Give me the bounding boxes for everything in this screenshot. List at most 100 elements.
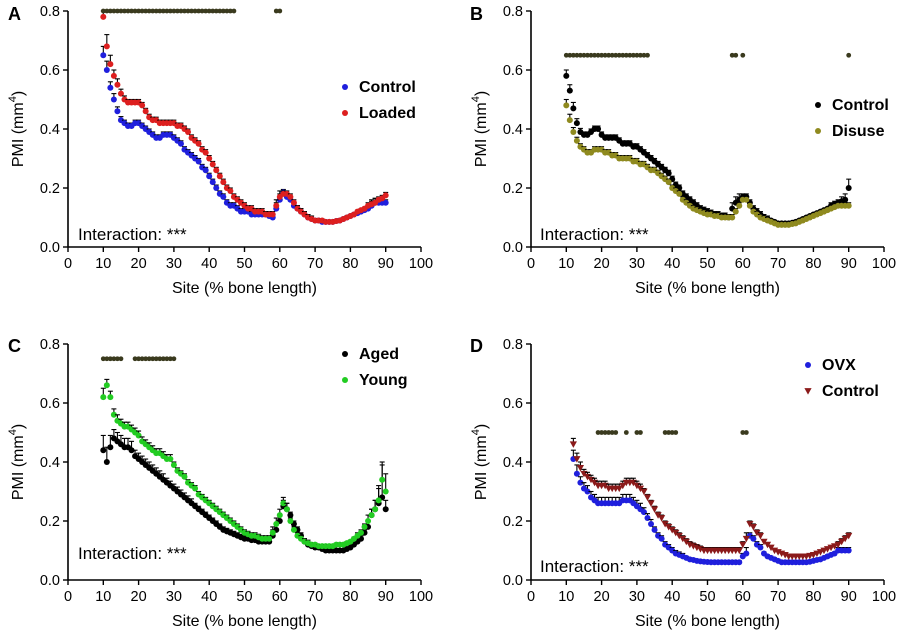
panel-b-x-tick-label: 10 (558, 256, 574, 272)
panel-d-point-control (763, 541, 772, 549)
panel-a-significance-dot (273, 8, 279, 14)
panel-a-point-loaded (103, 43, 110, 50)
panel-c-y-tick-label: 0.8 (40, 337, 60, 353)
panel-c-point-aged (287, 512, 294, 519)
panel-a-point-control (103, 67, 110, 73)
panel-c-significance-dot (171, 356, 177, 362)
panel-c-significance-dot (136, 356, 142, 362)
panel-a-significance-dot (185, 8, 191, 14)
panel-c-y-tick-label: 0.0 (40, 573, 60, 589)
panel-b-point-control (566, 87, 573, 94)
panel-d-point-ovx (573, 470, 580, 477)
panel-c-significance-dot (104, 356, 110, 362)
panel-b-significance-dot (581, 52, 587, 58)
panel-c-significance-dot (132, 356, 138, 362)
panel-a-x-tick-label: 40 (201, 256, 217, 272)
panel-a-point-loaded (382, 192, 389, 199)
panel-d-point-ovx (644, 515, 651, 522)
panel-a-point-loaded (110, 72, 117, 79)
panel-b-legend: Control Disuse (815, 97, 889, 140)
panel-a-x-tick-label: 70 (307, 256, 323, 272)
panel-d-x-tick-label: 90 (841, 589, 857, 605)
panel-b-y-tick-label: 0.0 (503, 240, 523, 256)
panel-b-significance-dot (623, 52, 629, 58)
panel-d-point-control (742, 535, 750, 543)
panel-b-legend-label-control: Control (832, 97, 889, 114)
panel-d-point-ovx (651, 526, 658, 533)
panel-c-legend: Aged Young (342, 346, 408, 389)
panel-a-x-tick-label: 10 (95, 256, 111, 272)
panel-a-x-axis-title: Site (% bone length) (172, 280, 317, 297)
panel-d-point-control (739, 541, 747, 549)
panel-b-point-disuse (732, 208, 739, 215)
panel-b-x-tick-label: 0 (527, 256, 535, 272)
panel-b-point-disuse (676, 190, 683, 197)
panel-b-point-disuse (573, 137, 580, 144)
panel-c-x-tick-label: 60 (272, 589, 288, 605)
panel-a-point-loaded (209, 161, 216, 168)
panel-b-significance-dot (616, 52, 622, 58)
panel-b-significance-dot (613, 52, 619, 58)
panel-c-interaction: Interaction: *** (78, 544, 187, 563)
panel-d-x-tick-label: 10 (558, 589, 574, 605)
panel-a-significance-dot (224, 8, 230, 14)
panel-b-significance-dot (733, 52, 739, 58)
panel-a-point-loaded (227, 187, 234, 194)
panel-d-point-ovx (584, 488, 591, 495)
panel-b-significance-dot (599, 52, 604, 58)
panel-b-x-tick-label: 80 (805, 256, 821, 272)
panel-a-point-loaded (114, 81, 121, 88)
panel-d-significance-dot (666, 430, 672, 435)
panel-b-point-control (563, 72, 570, 79)
panel-b-significance-dot (609, 52, 615, 58)
panel-d-point-control (756, 532, 765, 540)
panel-a-point-loaded (290, 199, 297, 206)
panel-d-x-tick-label: 70 (770, 589, 786, 605)
panel-a-significance-dot (231, 8, 237, 14)
panel-a-significance-dot (277, 8, 283, 14)
panel-c-point-young (287, 518, 294, 524)
panel-a-y-axis-title: PMI (mm4) (7, 91, 27, 167)
panel-c-significance-dot (146, 356, 152, 362)
panel-a-y-tick-label: 0.0 (40, 240, 60, 256)
panel-a-point-control (177, 140, 184, 147)
panel-a-significance-dot (160, 8, 166, 14)
panel-a-significance-dot (199, 8, 205, 14)
panel-c-point-young (269, 529, 276, 536)
panel-d-significance-dot (606, 430, 612, 435)
panel-b-legend-label-disuse: Disuse (832, 123, 885, 140)
panel-d-point-control (834, 541, 842, 549)
panel-a-significance-dot (150, 8, 156, 14)
panel-d-point-ovx (640, 509, 647, 516)
panel-a: A 0 10 20 30 40 50 60 70 80 90 100 0.0 0.2 0.4 0.6 0.8 S… (7, 4, 433, 297)
panel-a-legend-swatch-control (342, 84, 348, 90)
panel-c-point-young (365, 518, 372, 524)
panel-a-point-loaded (117, 90, 124, 97)
panel-d-significance-dot (669, 430, 675, 435)
panel-c-significance-dot (150, 356, 156, 362)
panel-c-series-young (100, 378, 389, 550)
panel-c-x-tick-label: 0 (64, 589, 72, 605)
panel-d-interaction: Interaction: *** (540, 557, 649, 576)
panel-b-point-disuse (566, 117, 573, 124)
panel-a-point-control (110, 96, 117, 103)
panel-d-point-control (576, 465, 585, 472)
panel-a-significance-dot (122, 8, 127, 14)
panel-a-significance-dot (146, 8, 152, 14)
panel-d-significance-dot (743, 430, 749, 435)
panel-a-significance-dot (203, 8, 209, 14)
panel-d-significance-dot (634, 430, 640, 435)
panel-b-series-disuse (563, 98, 852, 228)
panel-d-series-ovx (570, 449, 852, 566)
panel-c-x-tick-label: 100 (409, 589, 433, 605)
panel-d-point-ovx (750, 535, 757, 542)
panel-a-y-tick-label: 0.6 (40, 63, 60, 79)
panel-c-point-young (290, 526, 297, 533)
panel-d-significance-dot (740, 430, 746, 435)
panel-b-significance-markers (563, 52, 852, 58)
panel-d-point-control (735, 547, 743, 555)
panel-b-significance-dot (588, 52, 594, 58)
panel-d: D 0 10 20 30 40 50 60 70 80 90 100 0.0 0.2 0.4 0.6 0.8 S… (470, 336, 896, 630)
panel-d-legend-swatch-ovx (805, 362, 811, 368)
panel-c-point-young (107, 394, 114, 401)
